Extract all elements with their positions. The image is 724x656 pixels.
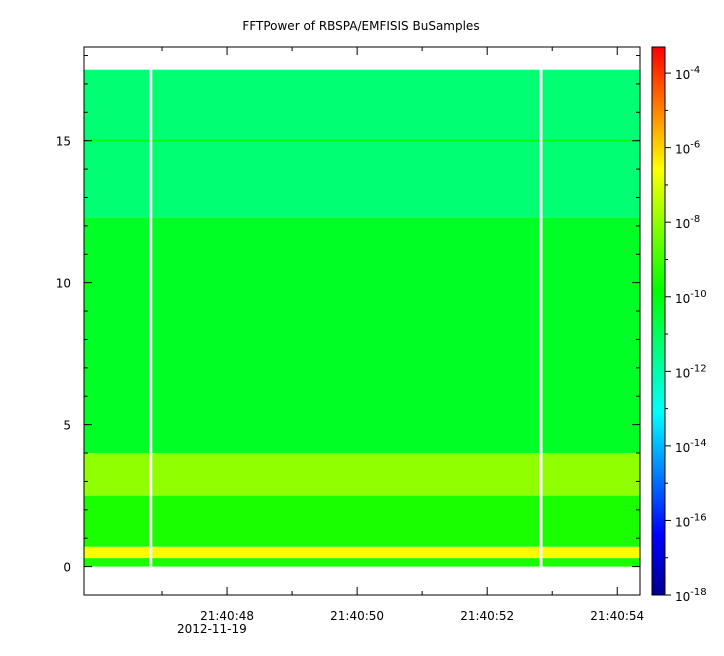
colorbar-tick-label: 10-16 — [675, 512, 707, 529]
spectrogram-band — [84, 69, 150, 218]
colorbar-tick-label: 10-8 — [675, 214, 700, 231]
spectrogram-band — [542, 495, 640, 547]
spectral-line — [152, 139, 540, 142]
x-tick-label: 21:40:48 — [200, 609, 254, 623]
spectrogram-band — [542, 217, 640, 454]
colorbar-tick-label: 10-6 — [675, 140, 700, 157]
spectrogram-image — [84, 69, 640, 567]
colorbar-tick-label: 10-10 — [675, 289, 707, 306]
colorbar: 10-18 10-16 10-14 10-12 10-10 10-8 10-6 10-4 — [651, 46, 707, 604]
colorbar-ticks: 10-18 10-16 10-14 10-12 10-10 10-8 10-6 10-4 — [665, 65, 707, 604]
x-tick-label: 21:40:54 — [590, 609, 644, 623]
colorbar-gradient — [651, 46, 666, 596]
spectrogram-band — [84, 546, 150, 559]
spectrogram-band — [84, 217, 150, 454]
spectrogram-band — [152, 69, 540, 218]
y-tick-label: 15 — [56, 135, 71, 149]
spectrogram-band — [84, 558, 150, 567]
plot-frame — [83, 46, 641, 596]
y-tick-label: 5 — [63, 419, 71, 433]
spectrogram-band — [152, 453, 540, 496]
spectrogram-band — [542, 558, 640, 567]
spectrogram-band — [84, 453, 150, 496]
spectrogram-band — [152, 217, 540, 454]
plot-area — [83, 46, 641, 596]
spectrogram-band — [152, 546, 540, 559]
x-axis: 2012-11-19 21:40:48 21:40:50 21:40:52 21:40… — [161, 47, 644, 636]
spectrogram-band — [542, 546, 640, 559]
colorbar-tick-label: 10-12 — [675, 363, 707, 380]
y-tick-label: 10 — [56, 277, 71, 291]
spectral-line — [84, 139, 150, 142]
colorbar-tick-label: 10-14 — [675, 438, 707, 455]
colorbar-tick-label: 10-4 — [675, 65, 700, 82]
y-axis: 0 5 10 15 — [56, 55, 640, 575]
colorbar-tick-label: 10-18 — [675, 587, 707, 604]
spectral-line — [542, 139, 640, 142]
x-tick-label: 21:40:50 — [330, 609, 384, 623]
spectrogram-band — [152, 558, 540, 567]
spectrogram-band — [542, 69, 640, 218]
y-tick-label: 0 — [63, 561, 71, 575]
chart-title: FFTPower of RBSPA/EMFISIS BuSamples — [242, 19, 479, 33]
spectrogram-band — [84, 495, 150, 547]
x-axis-date-label: 2012-11-19 — [177, 622, 247, 636]
spectrogram-band — [542, 453, 640, 496]
x-tick-label: 21:40:52 — [460, 609, 514, 623]
spectrogram-band — [152, 495, 540, 547]
